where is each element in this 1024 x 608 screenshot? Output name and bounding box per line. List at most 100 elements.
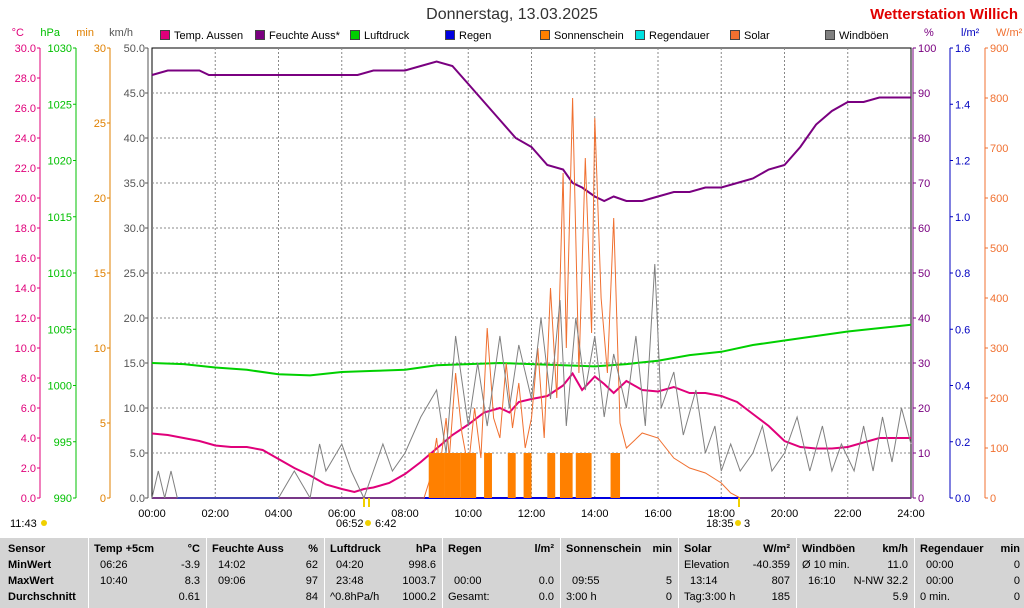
stats-cell: Ø 10 min. [802, 559, 850, 571]
stats-cell: 13:14 [690, 575, 718, 587]
stats-cell: 0 [1013, 591, 1020, 603]
axis-tick-label: 50 [918, 268, 930, 280]
stats-cell: 0.0 [538, 575, 554, 587]
axis-unit-label: hPa [40, 27, 60, 39]
axis-tick-label: 1025 [48, 99, 72, 111]
x-tick-label: 20:00 [771, 508, 799, 520]
axis-tick-label: 10 [94, 343, 106, 355]
stats-divider [442, 538, 443, 608]
axis-unit-label: W/m² [996, 27, 1023, 39]
axis-tick-label: 20 [94, 193, 106, 205]
axis-tick-label: 20 [918, 403, 930, 415]
axis-tick-label: 40.0 [124, 133, 145, 145]
stats-cell: 5.9 [892, 591, 908, 603]
stats-divider [796, 538, 797, 608]
stats-cell: 23:48 [336, 575, 364, 587]
stats-solar-col: Solar W/m² Elevation -40.359 13:14 807 T… [684, 538, 790, 608]
axis-tick-label: 1010 [48, 268, 72, 280]
axis-unit-label: km/h [109, 27, 133, 39]
axis-tick-label: 800 [990, 93, 1008, 105]
stats-luftdruck-unit: hPa [415, 543, 436, 555]
stats-cell: 0 [665, 591, 672, 603]
axis-tick-label: 1000 [48, 381, 72, 393]
stats-cell: 0.61 [178, 591, 200, 603]
axis-tick-label: 0 [918, 493, 924, 505]
stats-feuchte-unit: % [308, 543, 318, 555]
stats-cell: 3:00 h [566, 591, 597, 603]
axis-tick-label: 10 [918, 448, 930, 460]
legend-feuchte-swatch [255, 30, 265, 40]
axis-tick-label: 24.0 [15, 133, 36, 145]
stats-regendauer-header: Regendauer [920, 543, 984, 555]
weather-chart: °C30.028.026.024.022.020.018.016.014.012… [10, 27, 1023, 530]
legend-solar-swatch [730, 30, 740, 40]
bar-sonnenschein [444, 453, 461, 498]
axis-tick-label: 5 [100, 418, 106, 430]
stats-divider [324, 538, 325, 608]
x-tick-label: 00:00 [138, 508, 166, 520]
axis-unit-label: °C [12, 27, 24, 39]
axis-tick-label: 1.2 [955, 156, 970, 168]
page-title: Donnerstag, 13.03.2025 [426, 6, 598, 23]
axis-unit-label: % [924, 27, 934, 39]
stats-cell: ^0.8hPa/h [330, 591, 380, 603]
stats-temp-unit: °C [187, 543, 200, 555]
sun-marker-icon [365, 520, 371, 526]
stats-wind-header: Windböen [802, 543, 856, 555]
series-feuchte-auss [151, 60, 911, 203]
axis-tick-label: 30.0 [124, 223, 145, 235]
axis-tick-label: 100 [990, 443, 1008, 455]
stats-divider [914, 538, 915, 608]
stats-regendauer-unit: min [1000, 543, 1020, 555]
axis-tick-label: 0.8 [955, 268, 970, 280]
bar-sonnenschein [575, 453, 592, 498]
axis-tick-label: 45.0 [124, 88, 145, 100]
axis-tick-label: 1030 [48, 43, 72, 55]
bar-sonnenschein [523, 453, 532, 498]
stats-cell: Gesamt: [448, 591, 490, 603]
stats-regendauer-col: Regendauer min 00:00 0 00:00 0 0 min. 0 [920, 538, 1020, 608]
stats-cell: 84 [305, 591, 318, 603]
stats-regen-header: Regen [448, 543, 482, 555]
legend-feuchte: Feuchte Auss* [255, 30, 340, 42]
sun-marker-icon [735, 520, 741, 526]
stats-cell: 97 [305, 575, 318, 587]
axis-tick-label: 2.0 [21, 463, 36, 475]
axis-tick-label: 90 [918, 88, 930, 100]
axis-tick-label: 900 [990, 43, 1008, 55]
axis-tick-label: 25.0 [124, 268, 145, 280]
axis-tick-label: 28.0 [15, 73, 36, 85]
stats-cell: 09:06 [218, 575, 246, 587]
axis-tick-label: 60 [918, 223, 930, 235]
axis-tick-label: 990 [54, 493, 72, 505]
axis-tick-label: 15 [94, 268, 106, 280]
stats-cell: 06:26 [100, 559, 128, 571]
legend-windboeen-swatch [825, 30, 835, 40]
axis-tick-label: 35.0 [124, 178, 145, 190]
stats-cell: -40.359 [752, 559, 790, 571]
stats-cell: 998.6 [408, 559, 436, 571]
axis-tick-label: 0.0 [955, 493, 970, 505]
stats-cell: 0 min. [920, 591, 950, 603]
axis-tick-label: 30.0 [15, 43, 36, 55]
legend-regendauer-swatch [635, 30, 645, 40]
axis-unit-label: l/m² [961, 27, 980, 39]
axis-tick-label: 25 [94, 118, 106, 130]
stats-feuchte-col: Feuchte Auss % 14:02 62 09:06 97 84 [212, 538, 318, 608]
axis-tick-label: 995 [54, 437, 72, 449]
stats-luftdruck-col: Luftdruck hPa 04:20 998.6 23:48 1003.7 ^… [330, 538, 436, 608]
axis-tick-label: 0.2 [955, 437, 970, 449]
axis-tick-label: 0.0 [130, 493, 145, 505]
x-tick-label: 16:00 [644, 508, 672, 520]
legend-regen-swatch [445, 30, 455, 40]
axis-tick-label: 300 [990, 343, 1008, 355]
stats-cell: 1000.2 [402, 591, 436, 603]
axis-tick-label: 40 [918, 313, 930, 325]
axis-tick-label: 5.0 [130, 448, 145, 460]
axis-tick-label: 20.0 [124, 313, 145, 325]
legend-luftdruck-swatch [350, 30, 360, 40]
stats-sonne-unit: min [652, 543, 672, 555]
stats-table: Sensor MinWert MaxWert Durchschnitt Temp… [0, 538, 1024, 608]
bar-sonnenschein [460, 453, 477, 498]
stats-divider [88, 538, 89, 608]
